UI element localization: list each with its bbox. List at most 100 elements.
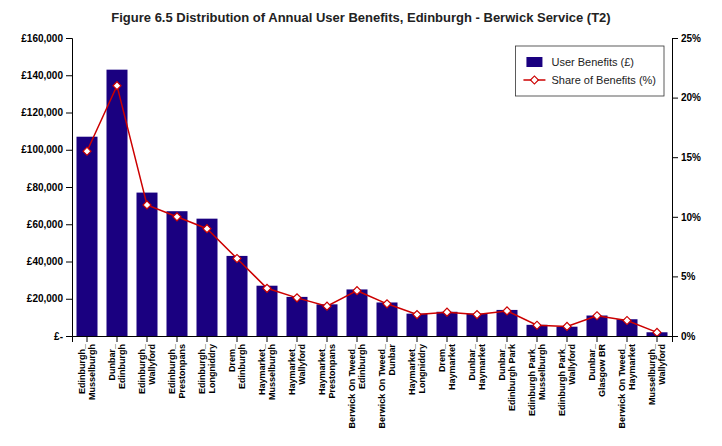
tick-label: Dunbar_Glasgow BR bbox=[587, 343, 607, 397]
tick-label-line: Wallyford bbox=[567, 344, 577, 385]
tick-label: Edinburgh Park_Wallyford bbox=[557, 343, 577, 416]
tick-label: Berwick On Tweed_Edinburgh bbox=[347, 343, 367, 428]
marker bbox=[293, 294, 301, 302]
tick-label: Haymarket_Wallyford bbox=[287, 343, 307, 395]
tick: Musselburgh_Wallyford bbox=[647, 336, 667, 405]
tick-label-line: Longniddry bbox=[207, 344, 217, 394]
marker bbox=[623, 317, 631, 325]
tick-label: Musselburgh_Wallyford bbox=[647, 343, 667, 405]
tick-label: £60,000 bbox=[27, 219, 64, 230]
tick-mark bbox=[66, 113, 72, 114]
marker bbox=[83, 147, 91, 155]
axis-line bbox=[66, 39, 73, 337]
tick-label-line: Edinburgh Park bbox=[507, 343, 517, 411]
marker bbox=[233, 255, 241, 263]
tick-mark bbox=[87, 336, 88, 342]
legend: User Benefits (£)Share of Benefits (%) bbox=[515, 46, 664, 96]
tick-label-line: Edinburgh_ bbox=[77, 343, 87, 394]
marker bbox=[473, 311, 481, 319]
marker bbox=[533, 321, 541, 329]
tick-label: 20% bbox=[681, 92, 701, 103]
tick-mark bbox=[66, 150, 72, 151]
tick-label-line: Edinburgh bbox=[357, 344, 367, 389]
tick-label: £120,000 bbox=[21, 107, 63, 118]
tick: Drem_Edinburgh bbox=[227, 336, 247, 389]
tick-mark bbox=[567, 336, 568, 342]
tick-mark bbox=[66, 224, 72, 225]
axis-line bbox=[73, 337, 673, 343]
tick-label-line: Edinburgh Park_ bbox=[557, 343, 567, 416]
tick-label: Edinburgh_Longniddry bbox=[197, 343, 217, 394]
tick-label-line: Dunbar bbox=[387, 344, 397, 376]
tick-mark bbox=[177, 336, 178, 342]
legend-item: User Benefits (£) bbox=[526, 56, 634, 68]
tick: £160,000 bbox=[21, 33, 72, 44]
marker bbox=[383, 300, 391, 308]
tick: Edinburgh Park_Musselburgh bbox=[527, 336, 547, 416]
tick-mark bbox=[297, 336, 298, 342]
tick-mark bbox=[387, 336, 388, 342]
chart: Figure 6.5 Distribution of Annual User B… bbox=[0, 0, 722, 446]
tick: £80,000 bbox=[27, 182, 72, 193]
tick-label-line: Dunbar_ bbox=[497, 343, 507, 381]
title: Figure 6.5 Distribution of Annual User B… bbox=[111, 10, 610, 25]
tick-label-line: Edinburgh bbox=[117, 344, 127, 389]
marker bbox=[323, 302, 331, 310]
tick: Haymarket_Musselburgh bbox=[257, 336, 277, 400]
tick: Berwick On Tweed_Haymarket bbox=[617, 336, 637, 428]
tick: Dunbar_Edinburgh Park bbox=[497, 336, 517, 411]
tick-label-line: Edinburgh_ bbox=[197, 343, 207, 394]
tick-mark bbox=[672, 98, 678, 99]
tick-label-line: Drem_ bbox=[437, 343, 447, 372]
tick-label-line: Haymarket_ bbox=[257, 343, 267, 395]
tick: 20% bbox=[672, 92, 701, 103]
tick-label-line: Musselburgh bbox=[267, 344, 277, 400]
marks bbox=[77, 70, 668, 336]
marker bbox=[413, 311, 421, 319]
tick: £60,000 bbox=[27, 219, 72, 230]
tick-label: Edinburgh Park_Musselburgh bbox=[527, 343, 547, 416]
tick-label-line: Edinburgh Park_ bbox=[527, 343, 537, 416]
y-axis: £-£20,000£40,000£60,000£80,000£100,000£1… bbox=[21, 33, 72, 342]
tick-mark bbox=[66, 187, 72, 188]
tick-label-line: Dunbar_ bbox=[107, 343, 117, 381]
tick: £20,000 bbox=[27, 293, 72, 304]
tick-label-line: Glasgow BR bbox=[597, 344, 607, 398]
tick-label: Berwick On Tweed_Haymarket bbox=[617, 343, 637, 428]
y2-axis: 0%5%10%15%20%25% bbox=[672, 33, 701, 342]
tick-label: Drem_Edinburgh bbox=[227, 343, 247, 389]
tick-label-line: Musselburgh bbox=[537, 344, 547, 400]
tick-label-line: Dunbar_ bbox=[467, 343, 477, 381]
tick: Dunbar_Glasgow BR bbox=[587, 336, 607, 397]
tick-label-line: Haymarket_ bbox=[287, 343, 297, 395]
tick-mark bbox=[477, 336, 478, 342]
tick: £40,000 bbox=[27, 256, 72, 267]
tick-mark bbox=[597, 336, 598, 342]
tick-label: Dunbar_Edinburgh bbox=[107, 343, 127, 389]
legend-marker bbox=[530, 76, 538, 84]
tick-label-line: Berwick On Tweed_ bbox=[377, 343, 387, 428]
bar bbox=[257, 286, 278, 336]
tick-label: 25% bbox=[681, 33, 701, 44]
tick: 0% bbox=[672, 331, 696, 342]
tick-label: £140,000 bbox=[21, 70, 63, 81]
legend-label: User Benefits (£) bbox=[551, 56, 634, 68]
tick-label-line: Haymarket_ bbox=[317, 343, 327, 395]
tick-mark bbox=[627, 336, 628, 342]
tick: Edinburgh_Wallyford bbox=[137, 336, 157, 394]
tick: Berwick On Tweed_Dunbar bbox=[377, 336, 397, 428]
tick-label: 15% bbox=[681, 152, 701, 163]
tick: Edinburgh_Prestonpans bbox=[167, 336, 187, 399]
tick-label-line: Haymarket_ bbox=[407, 343, 417, 395]
tick-label: Berwick On Tweed_Dunbar bbox=[377, 343, 397, 428]
tick-label-line: Wallyford bbox=[657, 344, 667, 385]
tick: Dunbar_Haymarket bbox=[467, 336, 487, 390]
tick-label-line: Drem_ bbox=[227, 343, 237, 372]
tick-label-line: Dunbar_ bbox=[587, 343, 597, 381]
plot: £-£20,000£40,000£60,000£80,000£100,000£1… bbox=[21, 33, 701, 429]
line bbox=[87, 86, 657, 333]
tick-label: 10% bbox=[681, 212, 701, 223]
tick: Edinburgh_Musselburgh bbox=[77, 336, 97, 400]
bar bbox=[107, 70, 128, 336]
tick: 10% bbox=[672, 212, 701, 223]
